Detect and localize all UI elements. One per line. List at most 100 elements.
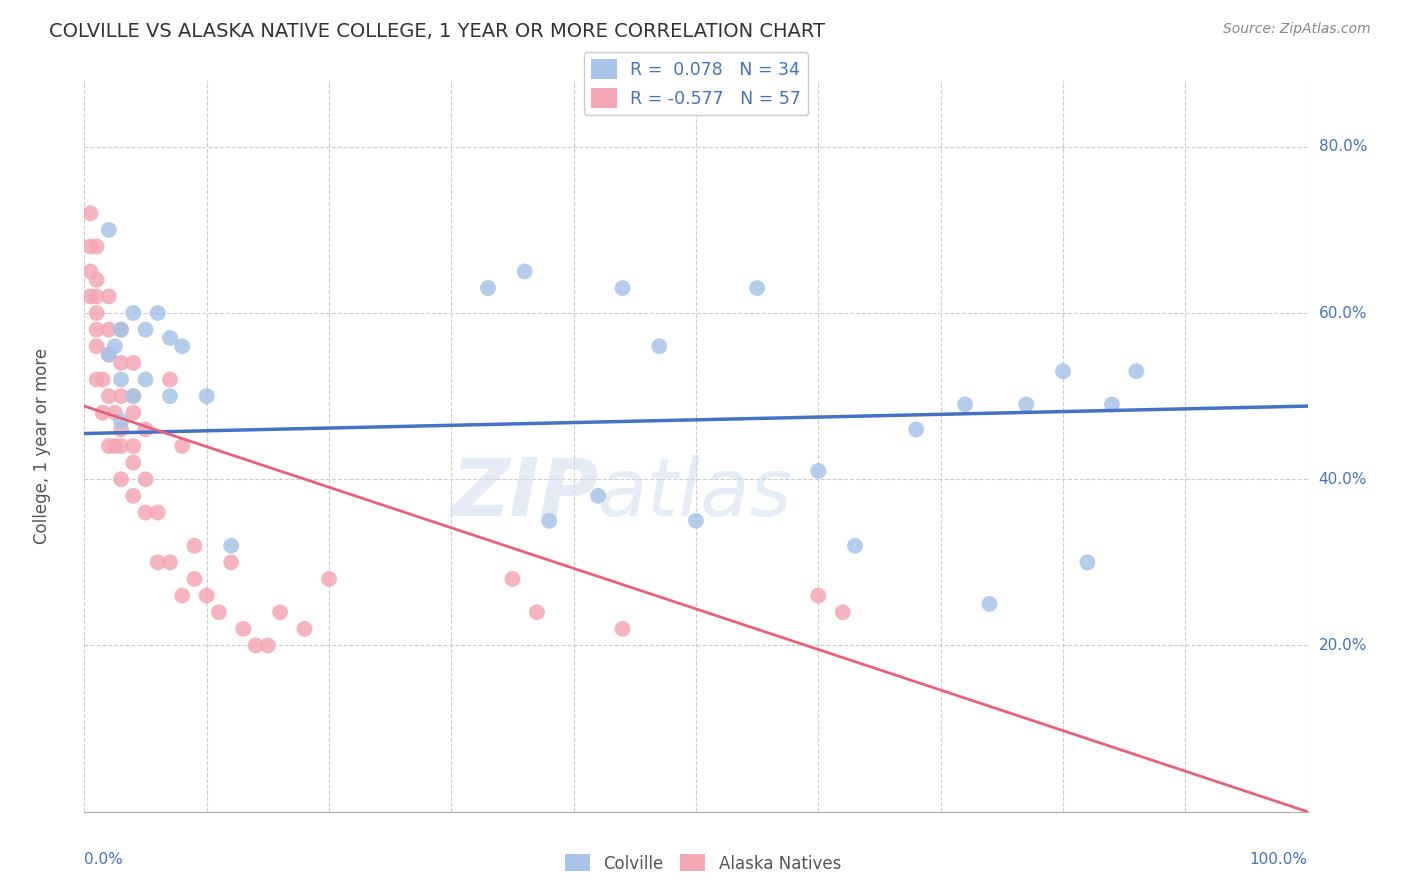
Point: [110, 439, 132, 453]
Text: ZIP: ZIP: [451, 455, 598, 533]
Point: [122, 439, 145, 453]
Point: [219, 555, 242, 569]
Point: [195, 589, 218, 603]
Point: [612, 622, 634, 636]
Point: [245, 639, 267, 653]
Point: [146, 306, 169, 320]
Text: Source: ZipAtlas.com: Source: ZipAtlas.com: [1223, 22, 1371, 37]
Point: [104, 339, 127, 353]
Point: [122, 389, 145, 403]
Text: 80.0%: 80.0%: [1319, 139, 1367, 154]
Point: [122, 306, 145, 320]
Point: [97, 223, 120, 237]
Point: [91, 406, 114, 420]
Point: [905, 422, 928, 436]
Point: [1101, 397, 1123, 411]
Text: 100.0%: 100.0%: [1250, 852, 1308, 867]
Point: [831, 605, 853, 619]
Text: 40.0%: 40.0%: [1319, 472, 1367, 487]
Point: [586, 489, 609, 503]
Point: [135, 506, 157, 520]
Point: [159, 555, 181, 569]
Point: [648, 339, 671, 353]
Point: [183, 539, 205, 553]
Point: [110, 389, 132, 403]
Point: [79, 206, 101, 220]
Point: [110, 414, 132, 428]
Point: [91, 372, 114, 386]
Text: atlas: atlas: [598, 455, 793, 533]
Point: [86, 273, 108, 287]
Point: [979, 597, 1001, 611]
Point: [685, 514, 707, 528]
Point: [86, 289, 108, 303]
Point: [159, 389, 181, 403]
Point: [159, 372, 181, 386]
Point: [79, 289, 101, 303]
Point: [86, 339, 108, 353]
Point: [104, 439, 127, 453]
Point: [122, 406, 145, 420]
Point: [208, 605, 231, 619]
Legend: R =  0.078   N = 34, R = -0.577   N = 57: R = 0.078 N = 34, R = -0.577 N = 57: [583, 53, 808, 115]
Point: [159, 331, 181, 345]
Point: [79, 239, 101, 253]
Point: [502, 572, 524, 586]
Point: [97, 439, 120, 453]
Point: [1076, 555, 1098, 569]
Point: [110, 323, 132, 337]
Point: [97, 289, 120, 303]
Point: [172, 589, 194, 603]
Legend: Colville, Alaska Natives: Colville, Alaska Natives: [558, 847, 848, 880]
Point: [294, 622, 316, 636]
Point: [135, 422, 157, 436]
Point: [104, 406, 127, 420]
Text: College, 1 year or more: College, 1 year or more: [32, 348, 51, 544]
Point: [97, 347, 120, 362]
Point: [122, 456, 145, 470]
Point: [110, 422, 132, 436]
Point: [1125, 364, 1147, 378]
Point: [79, 264, 101, 278]
Point: [86, 239, 108, 253]
Point: [97, 389, 120, 403]
Point: [110, 372, 132, 386]
Point: [110, 356, 132, 370]
Point: [135, 472, 157, 486]
Point: [219, 539, 242, 553]
Point: [257, 639, 280, 653]
Point: [807, 589, 830, 603]
Point: [146, 506, 169, 520]
Point: [844, 539, 866, 553]
Text: 0.0%: 0.0%: [84, 852, 124, 867]
Point: [146, 555, 169, 569]
Point: [172, 439, 194, 453]
Point: [526, 605, 548, 619]
Point: [953, 397, 976, 411]
Point: [195, 389, 218, 403]
Point: [1015, 397, 1038, 411]
Point: [477, 281, 499, 295]
Point: [1052, 364, 1074, 378]
Text: 20.0%: 20.0%: [1319, 638, 1367, 653]
Point: [135, 372, 157, 386]
Point: [135, 323, 157, 337]
Point: [172, 339, 194, 353]
Point: [269, 605, 291, 619]
Text: 60.0%: 60.0%: [1319, 306, 1367, 320]
Point: [97, 347, 120, 362]
Point: [97, 323, 120, 337]
Point: [122, 489, 145, 503]
Point: [122, 356, 145, 370]
Point: [122, 389, 145, 403]
Point: [110, 323, 132, 337]
Point: [86, 323, 108, 337]
Point: [232, 622, 254, 636]
Point: [183, 572, 205, 586]
Text: COLVILLE VS ALASKA NATIVE COLLEGE, 1 YEAR OR MORE CORRELATION CHART: COLVILLE VS ALASKA NATIVE COLLEGE, 1 YEA…: [49, 22, 825, 41]
Point: [747, 281, 769, 295]
Point: [86, 306, 108, 320]
Point: [318, 572, 340, 586]
Point: [513, 264, 536, 278]
Point: [86, 372, 108, 386]
